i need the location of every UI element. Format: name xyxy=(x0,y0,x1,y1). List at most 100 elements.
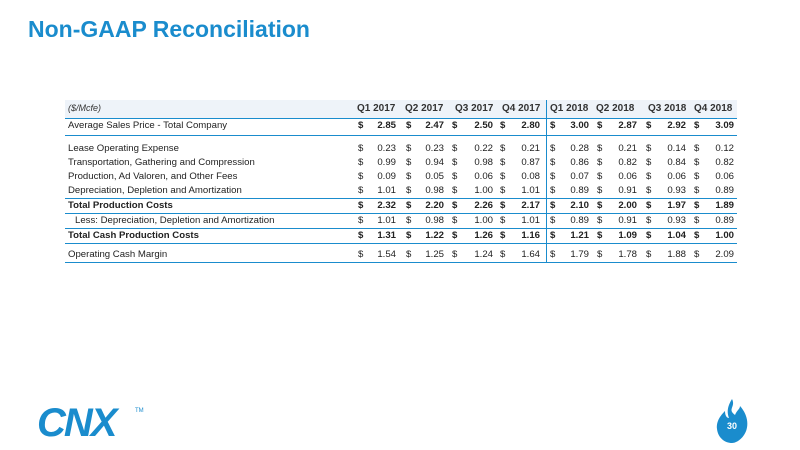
cell-value: 3.00 xyxy=(570,120,589,131)
cell-value: 0.21 xyxy=(521,143,540,154)
cell-value: 0.12 xyxy=(715,143,734,154)
currency-symbol: $ xyxy=(597,120,603,131)
currency-symbol: $ xyxy=(452,185,458,196)
currency-symbol: $ xyxy=(500,157,506,168)
currency-symbol: $ xyxy=(500,185,506,196)
cell-value: 1.88 xyxy=(667,249,686,260)
cell-value: 0.93 xyxy=(667,215,686,226)
currency-symbol: $ xyxy=(406,185,412,196)
currency-symbol: $ xyxy=(500,249,506,260)
currency-symbol: $ xyxy=(550,230,556,241)
currency-symbol: $ xyxy=(500,120,506,131)
currency-symbol: $ xyxy=(358,215,364,226)
table-row: Production, Ad Valoren, and Other Fees $0… xyxy=(65,170,737,184)
currency-symbol: $ xyxy=(358,200,364,211)
page-number: 30 xyxy=(726,421,737,431)
cell-value: 2.17 xyxy=(521,200,540,211)
cell-value: 0.82 xyxy=(715,157,734,168)
cell-value: 2.10 xyxy=(570,200,589,211)
cell-value: 1.01 xyxy=(377,185,396,196)
currency-symbol: $ xyxy=(694,215,700,226)
currency-symbol: $ xyxy=(694,171,700,182)
cell-value: 1.01 xyxy=(377,215,396,226)
cell-value: 2.50 xyxy=(474,120,493,131)
cell-value: 0.23 xyxy=(425,143,444,154)
cell-value: 0.89 xyxy=(715,215,734,226)
cell-value: 0.07 xyxy=(570,171,589,182)
currency-symbol: $ xyxy=(500,200,506,211)
cell-value: 1.97 xyxy=(667,200,686,211)
top-bar xyxy=(0,0,800,4)
currency-symbol: $ xyxy=(694,249,700,260)
currency-symbol: $ xyxy=(406,230,412,241)
cell-value: 0.89 xyxy=(570,215,589,226)
currency-symbol: $ xyxy=(646,185,652,196)
currency-symbol: $ xyxy=(646,171,652,182)
table-row: Depreciation, Depletion and Amortization… xyxy=(65,184,737,199)
currency-symbol: $ xyxy=(406,171,412,182)
cell-value: 2.26 xyxy=(474,200,493,211)
currency-symbol: $ xyxy=(406,215,412,226)
cell-value: 1.64 xyxy=(521,249,540,260)
cell-value: 1.01 xyxy=(521,215,540,226)
page-title: Non-GAAP Reconciliation xyxy=(28,16,310,42)
unit-label: ($/Mcfe) xyxy=(68,103,102,113)
currency-symbol: $ xyxy=(597,230,603,241)
currency-symbol: $ xyxy=(597,215,603,226)
currency-symbol: $ xyxy=(597,249,603,260)
currency-symbol: $ xyxy=(406,120,412,131)
row-label: Depreciation, Depletion and Amortization xyxy=(68,185,242,196)
cell-value: 1.01 xyxy=(521,185,540,196)
cell-value: 2.09 xyxy=(715,249,734,260)
currency-symbol: $ xyxy=(646,120,652,131)
flame-icon xyxy=(715,398,749,449)
currency-symbol: $ xyxy=(406,200,412,211)
cell-value: 0.94 xyxy=(425,157,444,168)
table-row: Average Sales Price - Total Company $2.85… xyxy=(65,119,737,136)
year-divider xyxy=(546,100,547,263)
cell-value: 2.80 xyxy=(521,120,540,131)
cell-value: 0.06 xyxy=(715,171,734,182)
cell-value: 1.21 xyxy=(570,230,589,241)
svg-text:TM: TM xyxy=(135,408,144,414)
currency-symbol: $ xyxy=(597,143,603,154)
col-header-q1-2018: Q1 2018 xyxy=(550,103,589,114)
cell-value: 2.20 xyxy=(425,200,444,211)
currency-symbol: $ xyxy=(550,215,556,226)
cell-value: 2.47 xyxy=(425,120,444,131)
table-header: ($/Mcfe) Q1 2017 Q2 2017 Q3 2017 Q4 2017… xyxy=(65,100,737,119)
cell-value: 1.25 xyxy=(425,249,444,260)
currency-symbol: $ xyxy=(597,157,603,168)
cell-value: 0.98 xyxy=(425,185,444,196)
currency-symbol: $ xyxy=(452,120,458,131)
cell-value: 0.98 xyxy=(474,157,493,168)
cell-value: 1.89 xyxy=(715,200,734,211)
currency-symbol: $ xyxy=(358,143,364,154)
row-label: Average Sales Price - Total Company xyxy=(68,120,228,131)
table-row: Less: Depreciation, Depletion and Amorti… xyxy=(65,214,737,229)
cell-value: 1.16 xyxy=(521,230,540,241)
cell-value: 0.05 xyxy=(425,171,444,182)
currency-symbol: $ xyxy=(452,157,458,168)
currency-symbol: $ xyxy=(358,249,364,260)
row-label: Production, Ad Valoren, and Other Fees xyxy=(68,171,238,182)
row-label: Total Cash Production Costs xyxy=(68,230,199,241)
currency-symbol: $ xyxy=(500,230,506,241)
currency-symbol: $ xyxy=(646,230,652,241)
cell-value: 0.14 xyxy=(667,143,686,154)
cell-value: 1.09 xyxy=(618,230,637,241)
currency-symbol: $ xyxy=(550,120,556,131)
cell-value: 0.89 xyxy=(570,185,589,196)
currency-symbol: $ xyxy=(550,200,556,211)
currency-symbol: $ xyxy=(452,171,458,182)
row-label: Operating Cash Margin xyxy=(68,249,168,260)
currency-symbol: $ xyxy=(358,185,364,196)
cell-value: 2.00 xyxy=(618,200,637,211)
cell-value: 0.98 xyxy=(425,215,444,226)
cell-value: 2.85 xyxy=(377,120,396,131)
table-row: Operating Cash Margin $1.54 $1.25 $1.24 $1.6… xyxy=(65,248,737,263)
col-header-q1-2017: Q1 2017 xyxy=(357,103,396,114)
currency-symbol: $ xyxy=(694,120,700,131)
cell-value: 1.00 xyxy=(715,230,734,241)
cell-value: 0.06 xyxy=(618,171,637,182)
